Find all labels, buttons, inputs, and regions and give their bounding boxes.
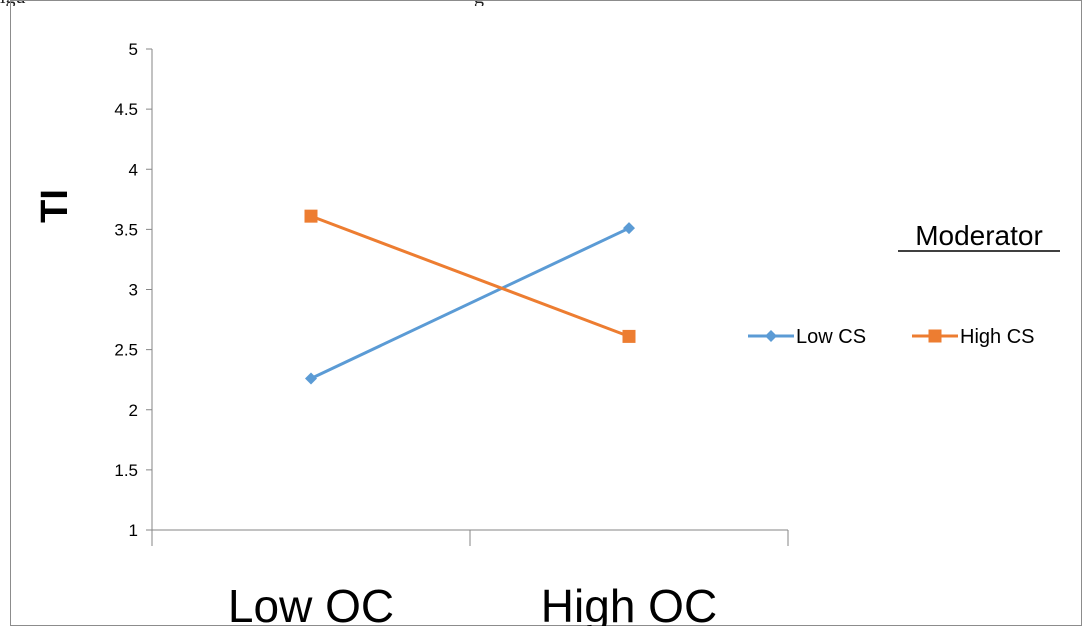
caption-right-text: g [474,0,484,6]
data-point-low-cs [305,372,317,385]
y-tick-label: 3 [129,281,138,300]
y-tick-label: 3.5 [114,220,138,239]
legend-marker-low-cs [765,330,777,342]
legend-label-low-cs: Low CS [796,326,866,348]
legend-label-high-cs: High CS [960,326,1034,348]
series-line-low-cs [310,226,630,380]
axes [146,48,789,546]
figure-caption-fragment: igu g [0,0,1082,6]
series-lines [304,209,636,385]
x-tick-labels: Low OC High OC [228,580,717,626]
chart-frame [10,0,1082,626]
y-axis-label: TI [34,189,76,223]
data-point-low-cs [623,222,635,235]
series-line-high-cs [310,214,630,338]
data-point-high-cs [622,329,636,343]
y-tick-label: 2.5 [114,341,138,360]
y-tick-label: 4 [129,160,138,179]
y-tick-labels: 1 1.5 2 2.5 3 3.5 4 4.5 5 [114,40,138,540]
data-point-high-cs [304,209,318,223]
y-tick-label: 2 [129,401,138,420]
x-tick-label: High OC [541,580,717,626]
legend: Moderator Low CS High CS [748,220,1060,348]
y-tick-label: 5 [129,40,138,59]
caption-left-text: igu [0,0,26,6]
legend-marker-high-cs [928,329,942,343]
y-tick-label: 1 [129,521,138,540]
x-tick-label: Low OC [228,580,394,626]
y-tick-label: 4.5 [114,100,138,119]
y-tick-label: 1.5 [114,461,138,480]
legend-title: Moderator [915,220,1043,251]
